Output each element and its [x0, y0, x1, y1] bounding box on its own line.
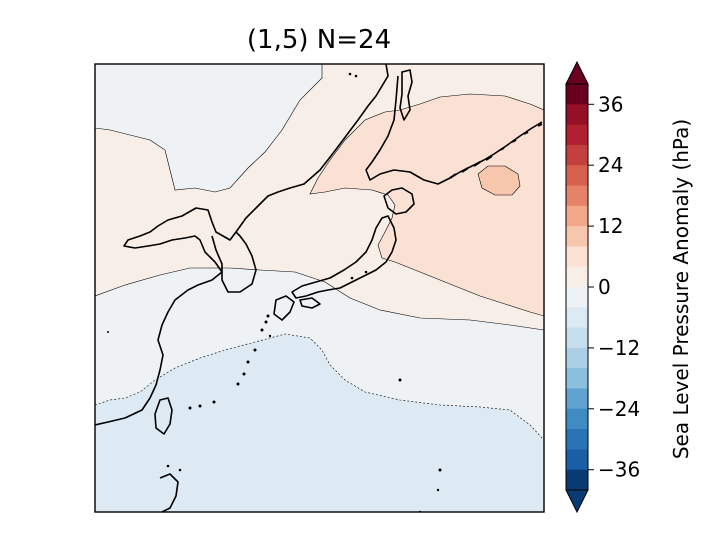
colorbar: 36 24 12 0 −12 −24 −36	[565, 60, 640, 514]
map-title: (1,5) N=24	[247, 25, 391, 55]
map-panel	[95, 64, 544, 512]
colorbar-segment	[566, 124, 588, 146]
colorbar-tick-label: −12	[598, 336, 640, 360]
colorbar-segment	[566, 246, 588, 268]
islands	[107, 72, 442, 512]
colorbar-segment	[566, 327, 588, 349]
colorbar-segment	[566, 287, 588, 308]
anomaly-field-8-plus	[477, 165, 521, 196]
colorbar-segment	[566, 185, 588, 207]
colorbar-segment	[566, 347, 588, 369]
anomaly-field-4-to-8	[309, 93, 544, 317]
colorbar-extension-min	[565, 489, 589, 514]
colorbar-tick-label: −24	[598, 397, 640, 421]
colorbar-segment	[566, 266, 588, 288]
colorbar-tick-label: 36	[598, 92, 623, 116]
colorbar-segment	[566, 84, 588, 105]
colorbar-segment	[566, 165, 588, 186]
colorbar-segment	[566, 104, 588, 126]
colorbar-segment	[566, 307, 588, 329]
colorbar-segment	[566, 449, 588, 471]
colorbar-extension-max	[565, 60, 589, 85]
coastline-korea	[211, 231, 257, 293]
coastline-kyushu	[273, 295, 295, 321]
anomaly-field-neg-4-to-8	[95, 333, 544, 512]
colorbar-segment	[566, 388, 588, 410]
colorbar-segment	[566, 226, 588, 247]
coastline-luzon	[159, 473, 179, 512]
colorbar-segment	[566, 469, 588, 491]
coastline-mainland	[95, 64, 389, 426]
colorbar-tick-label: 24	[598, 153, 623, 177]
coastline-shikoku	[299, 297, 321, 309]
anomaly-field-neg-0-to-4-north	[95, 64, 323, 193]
kuril-islands	[449, 123, 543, 179]
map-frame	[94, 63, 545, 513]
coastline-sakhalin	[399, 69, 413, 121]
colorbar-tick-label: −36	[598, 458, 640, 482]
colorbar-segment	[566, 205, 588, 227]
coastline-taiwan	[154, 397, 173, 435]
coastline-hokkaido	[383, 187, 415, 215]
colorbar-segment	[566, 144, 588, 166]
colorbar-segment	[566, 429, 588, 450]
colorbar-segment	[566, 368, 588, 389]
colorbar-tick-label: 0	[598, 275, 611, 299]
colorbar-label: Sea Level Pressure Anomaly (hPa)	[669, 119, 693, 459]
colorbar-tick-label: 12	[598, 214, 623, 238]
colorbar-segment	[566, 408, 588, 430]
coastline-honshu	[291, 215, 397, 299]
